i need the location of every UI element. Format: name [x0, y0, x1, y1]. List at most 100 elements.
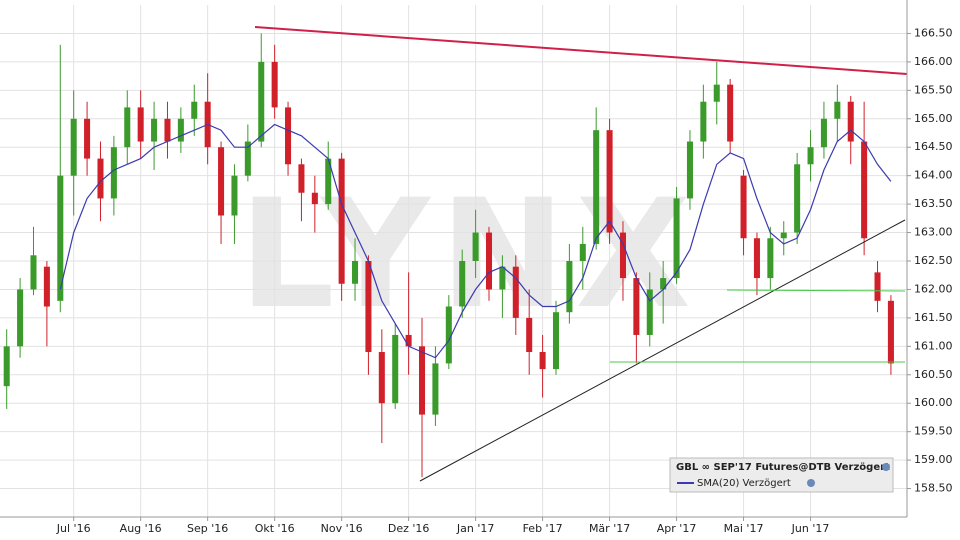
y-tick-label: 164.50	[914, 140, 953, 153]
candle-body	[271, 61, 278, 108]
y-tick-label: 166.00	[914, 55, 953, 68]
candle-body	[713, 84, 720, 102]
candle-body	[97, 158, 104, 199]
legend-icon[interactable]	[882, 463, 890, 471]
legend: GBL ∞ SEP'17 Futures@DTB Verzögert SMA(2…	[669, 457, 894, 493]
annotations	[254, 26, 908, 482]
y-tick-label: 162.50	[914, 254, 953, 267]
candle-body	[740, 175, 747, 239]
candle-body	[177, 118, 184, 142]
x-tick-label: Jan '17	[456, 522, 494, 535]
candle-body	[70, 118, 77, 176]
candle-body	[485, 232, 493, 290]
candle-body	[43, 266, 50, 307]
candle-body	[472, 232, 479, 261]
candle-body	[311, 192, 318, 205]
candle-body	[137, 107, 144, 142]
candle-body	[298, 164, 305, 193]
y-tick-label: 165.50	[914, 83, 953, 96]
candle-body	[419, 346, 426, 415]
y-tick-label: 163.00	[914, 226, 953, 239]
candle-body	[378, 352, 385, 404]
candle-body	[633, 278, 640, 335]
y-tick-label: 160.00	[914, 396, 953, 409]
candle-body	[244, 141, 251, 176]
candle-body	[847, 101, 854, 142]
candle-body	[673, 198, 680, 279]
x-tick-label: Dez '16	[388, 522, 430, 535]
candle-body	[686, 141, 693, 199]
candle-body	[405, 334, 412, 347]
x-tick-label: Jun '17	[791, 522, 830, 535]
candle-body	[552, 312, 560, 370]
candle-body	[646, 289, 653, 335]
plot	[3, 33, 894, 478]
candle-body	[874, 272, 881, 301]
x-tick-label: Okt '16	[255, 522, 295, 535]
legend-label: GBL ∞ SEP'17 Futures@DTB Verzögert	[676, 462, 890, 473]
candle-body	[285, 107, 292, 165]
y-tick-label: 159.50	[914, 425, 953, 438]
y-tick-label: 162.00	[914, 282, 953, 295]
x-tick-label: Aug '16	[120, 522, 162, 535]
candle-body	[325, 158, 332, 205]
x-tick-label: Jul '16	[56, 522, 91, 535]
candle-body	[352, 261, 359, 284]
watermark: LYNX	[239, 168, 701, 342]
x-tick-label: Mai '17	[724, 522, 764, 535]
candle-body	[539, 352, 546, 370]
candle-body	[861, 141, 868, 239]
candle-body	[110, 147, 117, 199]
candle-body	[124, 107, 131, 148]
candle-body	[365, 261, 372, 353]
candle-body	[767, 238, 774, 279]
legend-box	[669, 457, 894, 493]
candle-body	[526, 317, 533, 353]
horizontal-line	[726, 289, 906, 292]
candle-body	[392, 334, 399, 404]
x-tick-label: Mär '17	[589, 522, 630, 535]
y-tick-label: 164.00	[914, 169, 953, 182]
resistance-line	[254, 26, 908, 75]
candle-body	[338, 158, 345, 284]
x-tick-label: Nov '16	[321, 522, 363, 535]
y-tick-label: 166.50	[914, 26, 953, 39]
legend-label: SMA(20) Verzögert	[697, 478, 791, 489]
x-tick-label: Apr '17	[657, 522, 697, 535]
candle-body	[794, 164, 801, 233]
candle-body	[164, 118, 171, 142]
y-tick-label: 163.50	[914, 197, 953, 210]
candle-body	[84, 118, 91, 159]
y-tick-label: 161.50	[914, 311, 953, 324]
candle-body	[807, 147, 814, 165]
x-tick-label: Feb '17	[523, 522, 563, 535]
candle-body	[17, 289, 24, 347]
candle-body	[727, 84, 734, 142]
candle-body	[258, 61, 265, 142]
y-tick-label: 161.00	[914, 339, 953, 352]
y-tick-label: 159.00	[914, 453, 953, 466]
legend-icon[interactable]	[807, 479, 815, 487]
y-tick-label: 158.50	[914, 482, 953, 495]
x-tick-label: Sep '16	[187, 522, 228, 535]
candle-body	[887, 300, 894, 364]
candle-body	[445, 306, 452, 364]
candle-body	[499, 266, 506, 290]
y-tick-label: 165.00	[914, 112, 953, 125]
candle-body	[753, 238, 760, 279]
candle-body	[231, 175, 238, 216]
candle-body	[512, 266, 519, 318]
candle-body	[459, 261, 466, 307]
y-tick-label: 160.50	[914, 368, 953, 381]
candle-body	[780, 232, 787, 239]
candle-body	[660, 278, 667, 290]
candle-body	[3, 346, 10, 387]
candle-body	[593, 130, 600, 244]
grid	[0, 5, 907, 517]
sma-line	[59, 123, 892, 359]
candle-body	[218, 147, 225, 216]
candle-body	[566, 261, 573, 313]
candle-body	[579, 243, 586, 261]
candle-body	[606, 130, 613, 233]
